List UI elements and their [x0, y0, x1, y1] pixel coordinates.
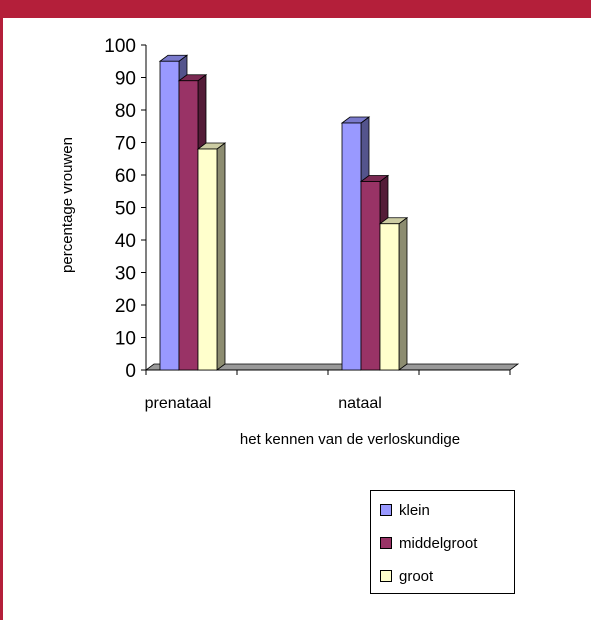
bar	[360, 181, 381, 371]
chart-legend: klein middelgroot groot	[370, 490, 515, 594]
bar	[178, 80, 199, 371]
y-tick-label: 90	[115, 69, 136, 90]
legend-swatch-klein	[380, 504, 392, 516]
y-tick-label: 40	[115, 231, 136, 252]
y-tick-label: 0	[125, 361, 136, 382]
left-accent-rule	[0, 18, 3, 620]
x-category-labels: prenataal nataal	[145, 395, 382, 412]
legend-item-groot: groot	[380, 565, 433, 587]
y-axis-label: percentage vrouwen	[59, 137, 76, 273]
y-tick-labels: 0 10 20 30 40 50 60 70 80 90 100	[104, 36, 136, 382]
legend-label-groot: groot	[399, 567, 434, 585]
y-tick-label: 30	[115, 264, 136, 285]
legend-item-middelgroot: middelgroot	[380, 532, 477, 554]
y-tick-label: 80	[115, 101, 136, 122]
legend-swatch-groot	[380, 570, 392, 582]
bar	[197, 148, 218, 371]
x-axis-label: het kennen van de verloskundige	[240, 431, 460, 448]
x-category-label: prenataal	[145, 395, 212, 412]
bar	[379, 223, 400, 371]
y-tick-label: 60	[115, 166, 136, 187]
x-category-label: nataal	[338, 395, 382, 412]
bar	[159, 60, 180, 371]
bar-side	[216, 142, 226, 371]
y-tick-label: 70	[115, 134, 136, 155]
bar-side	[398, 216, 408, 371]
y-tick-label: 50	[115, 199, 136, 220]
y-tick-label: 10	[115, 329, 136, 350]
bar	[341, 122, 362, 371]
top-accent-bar	[0, 0, 591, 18]
legend-label-middelgroot: middelgroot	[399, 534, 478, 552]
y-tick-label: 100	[104, 36, 136, 57]
chart-bars	[158, 54, 409, 371]
legend-swatch-middelgroot	[380, 537, 392, 549]
y-tick-label: 20	[115, 296, 136, 317]
legend-label-klein: klein	[399, 501, 430, 519]
legend-item-klein: klein	[380, 499, 430, 521]
